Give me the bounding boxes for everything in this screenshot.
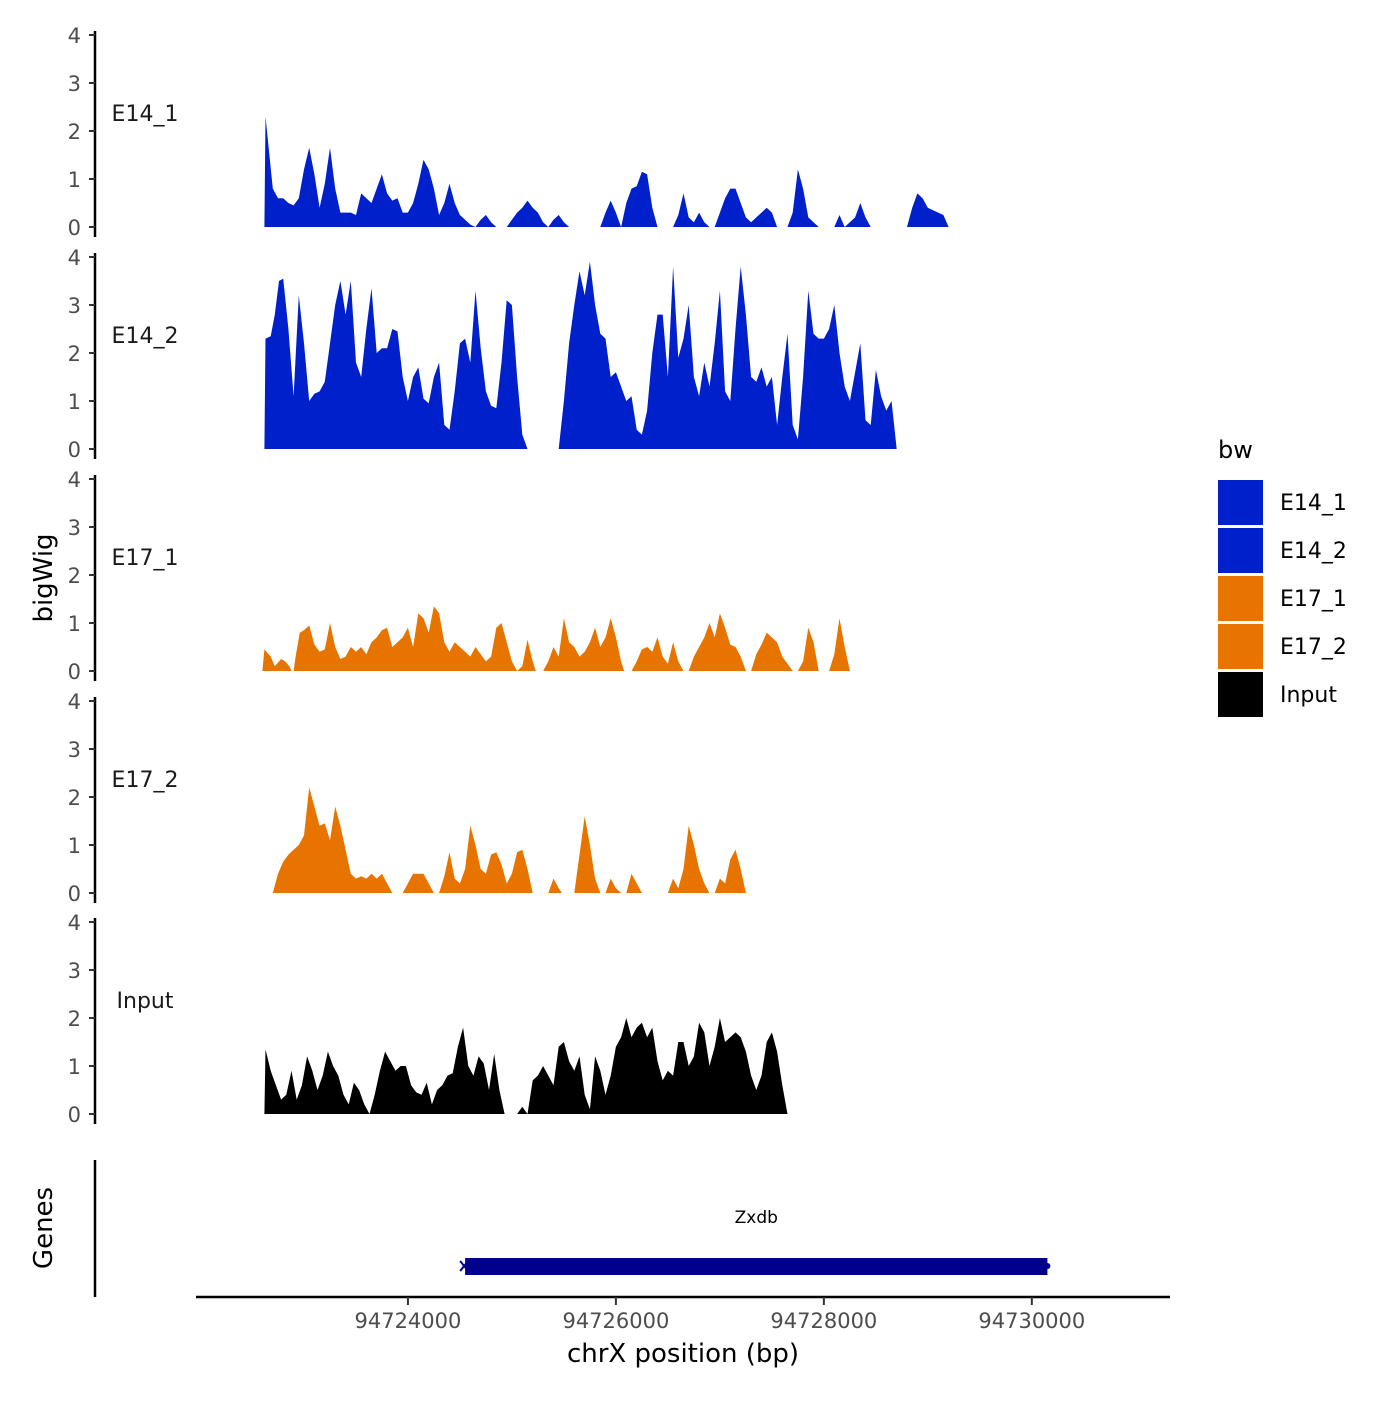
area-E17_1 <box>293 606 536 671</box>
area-E17_2 <box>439 825 533 893</box>
y-tick-label: 3 <box>68 738 81 762</box>
track-panel-E14_2: 0 1 2 3 4 E14_2 <box>68 246 897 462</box>
area-E14_1 <box>787 169 819 227</box>
y-tick-label: 4 <box>68 690 81 714</box>
x-tick-label: 94730000 <box>978 1309 1085 1333</box>
y-tick-label: 1 <box>68 168 81 192</box>
x-tick-label: 94724000 <box>354 1309 461 1333</box>
x-tick-label: 94728000 <box>770 1309 877 1333</box>
gene-end-mark <box>1044 1263 1051 1269</box>
y-tick-label: 1 <box>68 612 81 636</box>
y-tick-label: 2 <box>68 786 81 810</box>
y-tick-label: 2 <box>68 342 81 366</box>
y-tick-label: 3 <box>68 516 81 540</box>
genes-axis-title: Genes <box>29 1187 59 1269</box>
y-tick-label: 0 <box>68 1103 81 1127</box>
area-E17_2 <box>626 873 642 893</box>
y-tick-label: 4 <box>68 468 81 492</box>
area-E14_1 <box>834 203 871 227</box>
area-E17_1 <box>543 618 625 671</box>
track-label: E17_2 <box>112 768 179 793</box>
legend-item-E14_1: E14_1 <box>1218 480 1347 525</box>
x-axis: 94724000 94726000 94728000 94730000 <box>196 1295 1170 1333</box>
y-tick-label: 0 <box>68 660 81 684</box>
area-E17_1 <box>631 637 684 671</box>
track-panel-E17_2: 0 1 2 3 4 E17_2 <box>68 690 746 906</box>
legend-label: E17_2 <box>1280 635 1347 660</box>
y-tick-label: 2 <box>68 564 81 588</box>
track-panel-E14_1: 0 1 2 3 4 E14_1 <box>68 24 949 240</box>
track-label: Input <box>117 989 174 1014</box>
legend-swatch <box>1218 528 1263 573</box>
gene-label: Zxdb <box>735 1208 778 1228</box>
area-E17_1 <box>829 618 850 671</box>
y-tick-label: 4 <box>68 911 81 935</box>
y-tick-label: 0 <box>68 216 81 240</box>
legend-item-Input: Input <box>1218 672 1337 717</box>
area-E14_1 <box>907 193 949 227</box>
area-E14_2 <box>558 261 897 449</box>
legend-title: bw <box>1218 436 1253 464</box>
y-tick-label: 3 <box>68 959 81 983</box>
area-E14_2 <box>264 278 528 449</box>
area-E17_2 <box>574 816 601 893</box>
legend: E14_1 E14_2 E17_1 E17_2 Input <box>1218 480 1347 717</box>
gene-start-mark <box>459 1260 469 1272</box>
y-tick-label: 3 <box>68 294 81 318</box>
area-E14_1 <box>714 188 778 227</box>
legend-swatch <box>1218 576 1263 621</box>
legend-item-E14_2: E14_2 <box>1218 528 1347 573</box>
area-E17_2 <box>272 787 393 893</box>
area-E17_1 <box>262 649 292 671</box>
area-E17_2 <box>667 825 710 893</box>
legend-swatch <box>1218 480 1263 525</box>
y-tick-label: 1 <box>68 1055 81 1079</box>
y-tick-label: 2 <box>68 1007 81 1031</box>
tracks-group: 0 1 2 3 4 E14_1 0 1 2 3 4 E14_2 0 1 2 3 4 E17_1 0 1 2 3 4 E17_2… <box>68 24 949 1127</box>
y-tick-label: 3 <box>68 72 81 96</box>
x-tick-label: 94726000 <box>562 1309 669 1333</box>
legend-item-E17_1: E17_1 <box>1218 576 1347 621</box>
legend-item-E17_2: E17_2 <box>1218 624 1347 669</box>
y-tick-label: 4 <box>68 24 81 48</box>
genes-group: Zxdb <box>93 1160 1051 1297</box>
track-label: E14_2 <box>112 324 179 349</box>
y-tick-label: 0 <box>68 882 81 906</box>
legend-label: E17_1 <box>1280 587 1347 612</box>
area-E17_2 <box>605 878 622 893</box>
area-Input <box>264 1027 505 1114</box>
legend-label: E14_1 <box>1280 491 1347 516</box>
area-E17_1 <box>797 627 819 671</box>
track-panel-Input: 0 1 2 3 4 Input <box>68 911 788 1127</box>
y-tick-label: 2 <box>68 120 81 144</box>
area-E14_1 <box>264 116 497 227</box>
legend-label: E14_2 <box>1280 539 1347 564</box>
track-label: E14_1 <box>112 102 179 127</box>
area-E14_1 <box>600 171 658 227</box>
legend-swatch <box>1218 624 1263 669</box>
y-tick-label: 4 <box>68 246 81 270</box>
y-tick-label: 1 <box>68 834 81 858</box>
track-panel-E17_1: 0 1 2 3 4 E17_1 <box>68 468 850 684</box>
area-E17_1 <box>751 632 793 671</box>
y-tick-label: 1 <box>68 390 81 414</box>
area-Input <box>517 1018 788 1114</box>
area-E17_2 <box>714 849 746 893</box>
area-E14_1 <box>673 193 710 227</box>
track-label: E17_1 <box>112 546 179 571</box>
area-E17_1 <box>688 613 746 671</box>
legend-swatch <box>1218 672 1263 717</box>
legend-label: Input <box>1280 683 1337 708</box>
x-axis-title: chrX position (bp) <box>567 1339 799 1369</box>
y-tick-label: 0 <box>68 438 81 462</box>
area-E17_2 <box>402 873 434 893</box>
area-E14_1 <box>506 200 570 227</box>
gene-body-Zxdb <box>465 1258 1048 1275</box>
area-E17_2 <box>548 878 562 893</box>
y-axis-title: bigWig <box>29 533 59 622</box>
